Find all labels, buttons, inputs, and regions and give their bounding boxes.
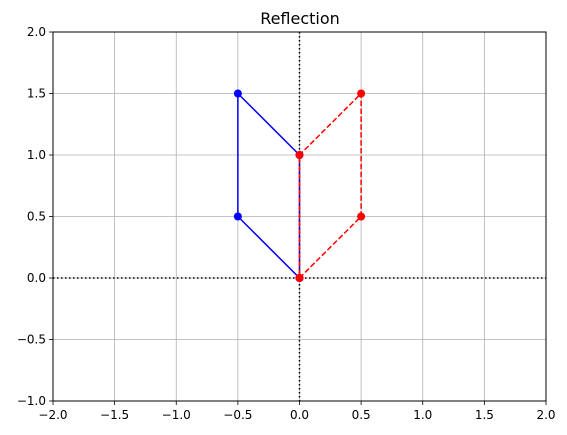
chart-title: Reflection (260, 9, 340, 28)
reflected-polygon-line (298, 91, 362, 279)
x-tick-label-8: 2.0 (536, 408, 555, 422)
x-tick-label-1: −1.5 (100, 408, 129, 422)
data-series (233, 89, 366, 282)
axis-ticks: −2.0 −1.5 −1.0 −0.5 0.0 0.5 1.0 1.5 2.0 −1.0 −0.5 0… (17, 25, 556, 422)
x-tick-label-6: 1.0 (413, 408, 432, 422)
reflected-point-4 (295, 274, 304, 282)
x-tick-label-7: 1.5 (475, 408, 494, 422)
x-tick-label-3: −0.5 (223, 408, 252, 422)
original-point-2 (233, 89, 242, 98)
original-point-1 (233, 212, 242, 221)
y-tick-label-3: 0.5 (27, 210, 46, 224)
x-tick-label-0: −2.0 (38, 408, 67, 422)
y-tick-label-2: 0.0 (27, 271, 46, 285)
original-polygon-line (237, 91, 301, 279)
y-tick-label-1: −0.5 (17, 333, 46, 347)
y-tick-label-4: 1.0 (27, 148, 46, 162)
y-tick-label-5: 1.5 (27, 87, 46, 101)
reflected-point-2 (357, 89, 366, 98)
y-tick-label-0: −1.0 (17, 394, 46, 408)
x-tick-label-2: −1.0 (162, 408, 191, 422)
reflected-point-3 (295, 151, 304, 159)
x-tick-label-5: 0.5 (352, 408, 371, 422)
y-tick-label-6: 2.0 (27, 25, 46, 39)
reflected-point-1 (357, 212, 366, 221)
x-tick-label-4: 0.0 (290, 408, 309, 422)
